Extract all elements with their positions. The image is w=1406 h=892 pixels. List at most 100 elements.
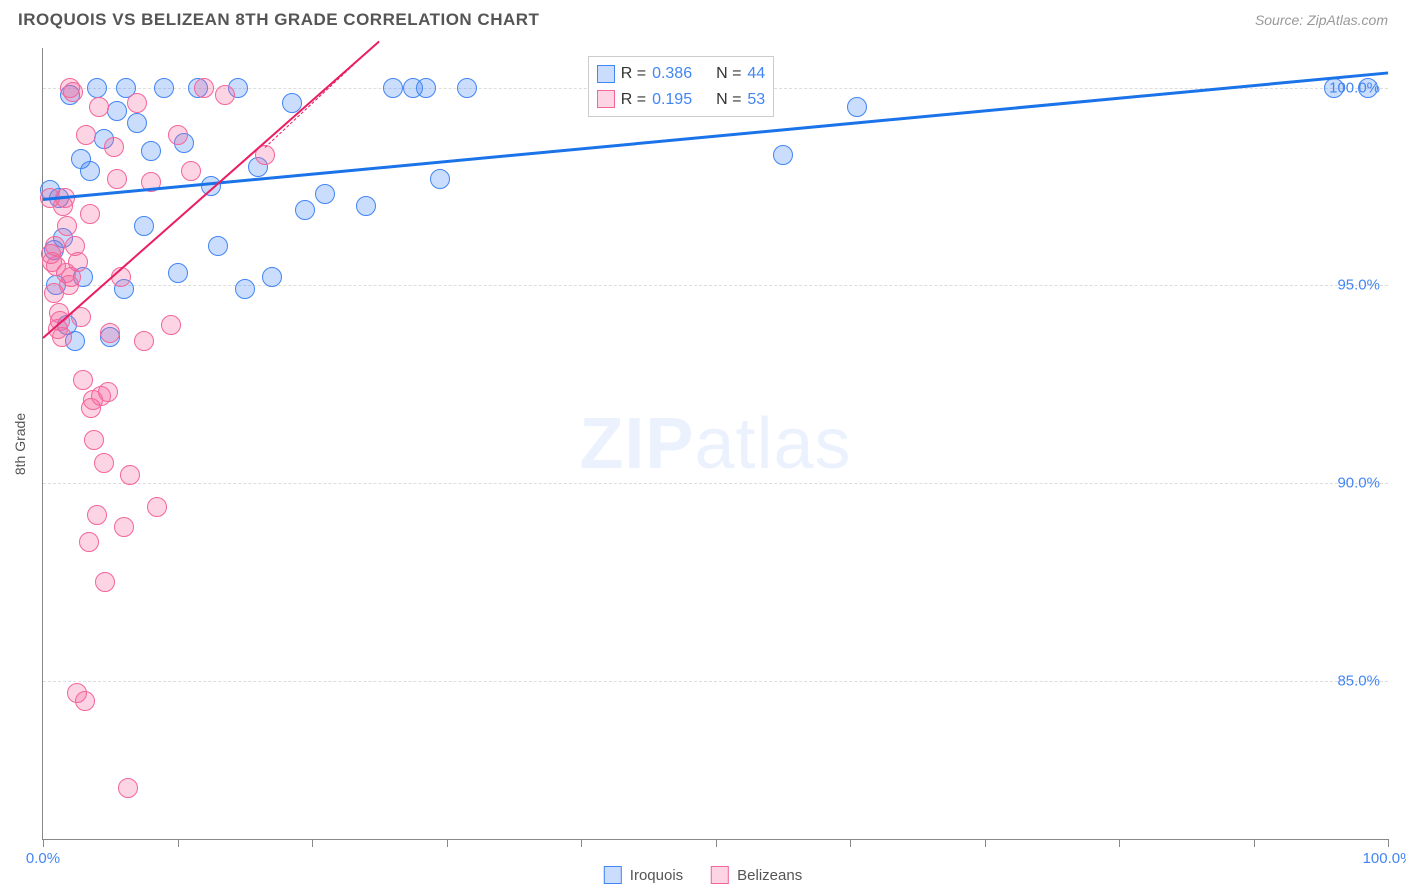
x-tick-label: 100.0%: [1363, 850, 1406, 867]
data-point: [235, 279, 255, 299]
data-point: [107, 101, 127, 121]
data-point: [68, 252, 88, 272]
r-label: R =: [621, 61, 646, 87]
chart-title: IROQUOIS VS BELIZEAN 8TH GRADE CORRELATI…: [18, 10, 539, 30]
data-point: [1324, 78, 1344, 98]
stats-legend: R =0.386N =44R =0.195N =53: [588, 56, 774, 117]
x-tick: [1119, 839, 1120, 847]
x-tick: [985, 839, 986, 847]
x-tick: [1388, 839, 1389, 847]
legend-swatch: [597, 90, 615, 108]
x-tick-label: 0.0%: [26, 850, 60, 867]
data-point: [63, 82, 83, 102]
data-point: [87, 78, 107, 98]
data-point: [87, 505, 107, 525]
chart-area: 8th Grade ZIPatlas 100.0%95.0%90.0%85.0%…: [42, 48, 1388, 840]
data-point: [57, 216, 77, 236]
y-axis-label: 8th Grade: [12, 413, 28, 475]
legend-item: Iroquois: [604, 866, 683, 884]
data-point: [457, 78, 477, 98]
data-point: [208, 236, 228, 256]
data-point: [107, 169, 127, 189]
n-label: N =: [716, 87, 741, 113]
watermark-bold: ZIP: [579, 404, 694, 484]
watermark: ZIPatlas: [579, 403, 851, 485]
data-point: [430, 169, 450, 189]
data-point: [114, 517, 134, 537]
y-tick-label: 90.0%: [1337, 475, 1380, 492]
data-point: [120, 465, 140, 485]
r-value: 0.195: [652, 87, 710, 113]
data-point: [141, 141, 161, 161]
gridline: [43, 681, 1388, 682]
r-value: 0.386: [652, 61, 710, 87]
data-point: [84, 430, 104, 450]
plot-region: ZIPatlas 100.0%95.0%90.0%85.0%0.0%100.0%…: [42, 48, 1388, 840]
r-label: R =: [621, 87, 646, 113]
data-point: [356, 196, 376, 216]
legend-label: Iroquois: [630, 867, 683, 884]
x-tick: [447, 839, 448, 847]
x-tick: [716, 839, 717, 847]
x-tick: [1254, 839, 1255, 847]
data-point: [127, 93, 147, 113]
data-point: [79, 532, 99, 552]
watermark-rest: atlas: [694, 404, 851, 484]
stats-legend-row: R =0.195N =53: [597, 87, 765, 113]
data-point: [45, 236, 65, 256]
n-value: 44: [747, 61, 765, 87]
data-point: [383, 78, 403, 98]
data-point: [416, 78, 436, 98]
chart-header: IROQUOIS VS BELIZEAN 8TH GRADE CORRELATI…: [0, 0, 1406, 36]
stats-legend-row: R =0.386N =44: [597, 61, 765, 87]
y-tick-label: 95.0%: [1337, 277, 1380, 294]
data-point: [1358, 78, 1378, 98]
data-point: [73, 370, 93, 390]
legend-item: Belizeans: [711, 866, 802, 884]
data-point: [52, 327, 72, 347]
data-point: [94, 453, 114, 473]
legend-swatch: [604, 866, 622, 884]
x-tick: [312, 839, 313, 847]
legend-label: Belizeans: [737, 867, 802, 884]
x-tick: [581, 839, 582, 847]
data-point: [75, 691, 95, 711]
data-point: [127, 113, 147, 133]
data-point: [89, 97, 109, 117]
data-point: [847, 97, 867, 117]
data-point: [215, 85, 235, 105]
x-tick: [178, 839, 179, 847]
y-tick-label: 85.0%: [1337, 672, 1380, 689]
data-point: [95, 572, 115, 592]
n-label: N =: [716, 61, 741, 87]
data-point: [262, 267, 282, 287]
data-point: [194, 78, 214, 98]
data-point: [315, 184, 335, 204]
legend-bottom: Iroquois Belizeans: [604, 866, 802, 884]
x-tick: [850, 839, 851, 847]
trend-line: [265, 40, 380, 148]
data-point: [104, 137, 124, 157]
data-point: [80, 161, 100, 181]
data-point: [161, 315, 181, 335]
source-attribution: Source: ZipAtlas.com: [1255, 12, 1388, 28]
data-point: [154, 78, 174, 98]
gridline: [43, 483, 1388, 484]
data-point: [134, 216, 154, 236]
n-value: 53: [747, 87, 765, 113]
legend-swatch: [711, 866, 729, 884]
data-point: [134, 331, 154, 351]
data-point: [773, 145, 793, 165]
x-tick: [43, 839, 44, 847]
data-point: [98, 382, 118, 402]
data-point: [76, 125, 96, 145]
data-point: [80, 204, 100, 224]
data-point: [118, 778, 138, 798]
data-point: [168, 125, 188, 145]
legend-swatch: [597, 65, 615, 83]
data-point: [168, 263, 188, 283]
data-point: [295, 200, 315, 220]
data-point: [100, 323, 120, 343]
data-point: [147, 497, 167, 517]
data-point: [181, 161, 201, 181]
